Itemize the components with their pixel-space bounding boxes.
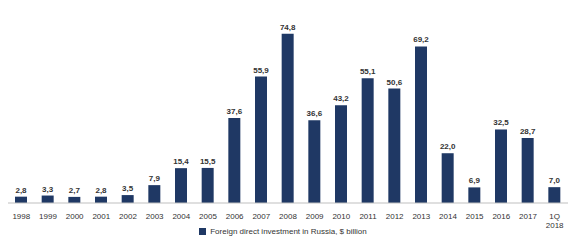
svg-text:2010: 2010 [332, 212, 350, 221]
svg-text:2,7: 2,7 [69, 186, 81, 195]
svg-text:2016: 2016 [492, 212, 510, 221]
svg-text:2,8: 2,8 [95, 186, 107, 195]
svg-text:2007: 2007 [252, 212, 270, 221]
svg-text:3,5: 3,5 [122, 184, 134, 193]
svg-text:2006: 2006 [226, 212, 244, 221]
svg-text:2009: 2009 [306, 212, 324, 221]
svg-text:2017: 2017 [519, 212, 537, 221]
svg-text:2002: 2002 [119, 212, 137, 221]
svg-text:7,9: 7,9 [149, 174, 161, 183]
svg-text:1999: 1999 [39, 212, 57, 221]
svg-text:15,5: 15,5 [200, 157, 216, 166]
svg-text:43,2: 43,2 [333, 94, 349, 103]
svg-text:1998: 1998 [12, 212, 30, 221]
svg-text:2008: 2008 [279, 212, 297, 221]
svg-text:2005: 2005 [199, 212, 217, 221]
svg-text:15,4: 15,4 [173, 157, 189, 166]
svg-text:2004: 2004 [172, 212, 190, 221]
svg-text:37,6: 37,6 [227, 107, 243, 116]
svg-text:50,6: 50,6 [387, 78, 403, 87]
svg-text:2011: 2011 [359, 212, 377, 221]
svg-text:74,8: 74,8 [280, 23, 296, 32]
svg-text:55,9: 55,9 [253, 66, 269, 75]
svg-text:2014: 2014 [439, 212, 457, 221]
svg-text:2012: 2012 [386, 212, 404, 221]
svg-text:7,0: 7,0 [549, 176, 561, 185]
svg-text:3,3: 3,3 [42, 185, 54, 194]
svg-text:1Q2018: 1Q2018 [546, 212, 564, 230]
svg-text:32,5: 32,5 [493, 118, 509, 127]
svg-text:55,1: 55,1 [360, 67, 376, 76]
svg-text:2015: 2015 [466, 212, 484, 221]
svg-text:28,7: 28,7 [520, 127, 536, 136]
html-text:Foreign direct investment in R: Foreign direct investment in Russia, $ b… [210, 227, 367, 236]
svg-text:2003: 2003 [146, 212, 164, 221]
svg-text:22,0: 22,0 [440, 142, 456, 151]
svg-text:2000: 2000 [66, 212, 84, 221]
svg-text:69,2: 69,2 [413, 35, 429, 44]
svg-text:2001: 2001 [92, 212, 110, 221]
svg-text:2013: 2013 [412, 212, 430, 221]
svg-text:36,6: 36,6 [307, 109, 323, 118]
svg-text:2,8: 2,8 [15, 186, 27, 195]
svg-text:6,9: 6,9 [469, 176, 481, 185]
